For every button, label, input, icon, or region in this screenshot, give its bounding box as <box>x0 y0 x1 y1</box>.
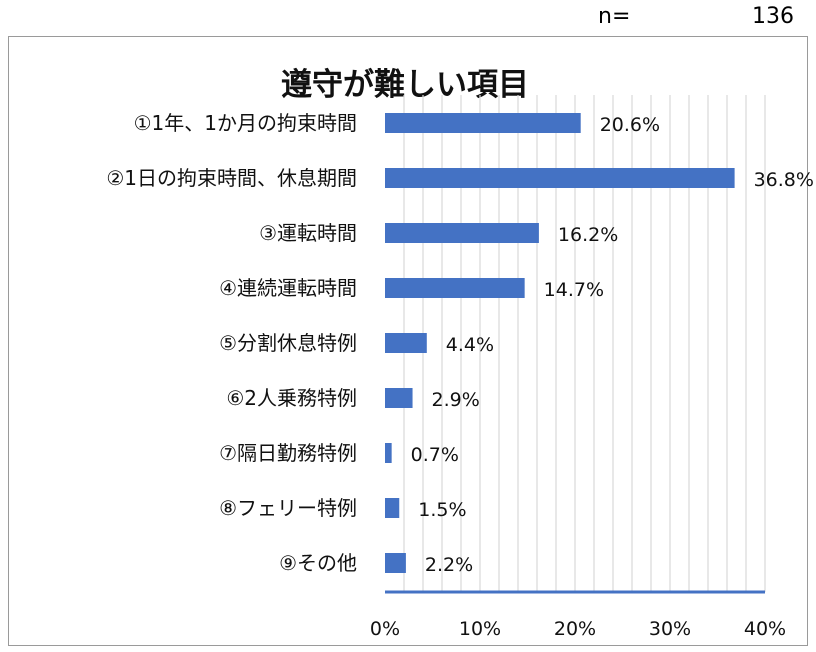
category-label: ⑨その他 <box>279 551 357 575</box>
bar <box>385 388 413 408</box>
value-label: 1.5% <box>418 499 466 521</box>
x-tick-labels: 0% 10% 20% 30% 40% <box>370 618 786 640</box>
bar <box>385 168 735 188</box>
x-tick-label: 30% <box>649 618 691 640</box>
chart-frame <box>8 36 808 646</box>
category-label: ④連続運転時間 <box>219 276 357 300</box>
bar <box>385 553 406 573</box>
category-label: ⑧フェリー特例 <box>219 496 357 520</box>
value-label: 36.8% <box>754 169 814 191</box>
value-label: 4.4% <box>446 334 494 356</box>
bar <box>385 333 427 353</box>
category-label: ②1日の拘束時間、休息期間 <box>106 166 357 190</box>
bar <box>385 498 400 518</box>
category-label: ③運転時間 <box>259 221 357 245</box>
chart-title: 遵守が難しい項目 <box>281 67 529 103</box>
category-label: ①1年、1か月の拘束時間 <box>134 111 357 135</box>
value-label: 20.6% <box>600 114 660 136</box>
x-tick-label: 40% <box>744 618 786 640</box>
value-label: 14.7% <box>544 279 604 301</box>
sample-size-label: n= <box>598 4 631 29</box>
bar <box>385 278 525 298</box>
x-tick-label: 0% <box>370 618 400 640</box>
value-label: 2.2% <box>425 554 473 576</box>
value-label: 0.7% <box>411 444 459 466</box>
value-labels: 20.6% 36.8% 16.2% 14.7% 4.4% 2.9% 0.7% 1.5% 2.2% <box>411 114 814 576</box>
x-tick-label: 10% <box>459 618 501 640</box>
category-label: ⑦隔日勤務特例 <box>219 441 357 465</box>
x-tick-label: 20% <box>554 618 596 640</box>
category-labels: ①1年、1か月の拘束時間 ②1日の拘束時間、休息期間 ③運転時間 ④連続運転時間 ⑤分割… <box>106 111 357 575</box>
bar <box>385 223 539 243</box>
category-label: ⑤分割休息特例 <box>219 331 357 355</box>
bars <box>385 113 735 573</box>
bar <box>385 113 581 133</box>
value-label: 2.9% <box>432 389 480 411</box>
category-label: ⑥2人乗務特例 <box>226 386 357 410</box>
value-label: 16.2% <box>558 224 618 246</box>
bar <box>385 443 392 463</box>
sample-size-value: 136 <box>752 4 794 29</box>
